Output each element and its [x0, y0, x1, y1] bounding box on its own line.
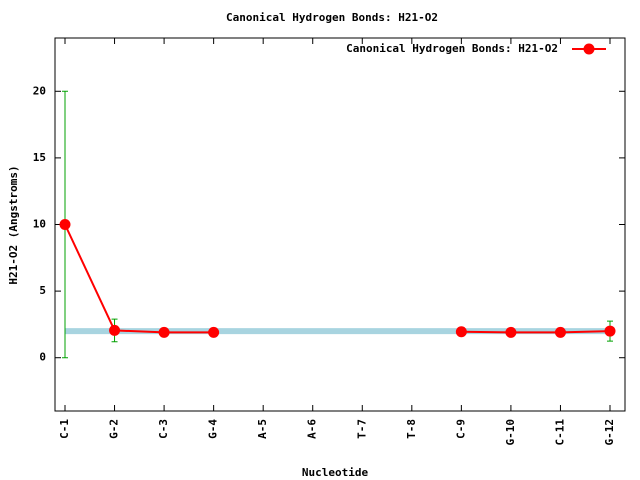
plot-frame — [54, 37, 626, 412]
x-tick-label: A-5 — [256, 419, 269, 439]
y-tick-label: 5 — [39, 284, 46, 297]
y-tick-label: 20 — [33, 84, 46, 97]
data-point — [109, 324, 121, 336]
y-tick-label: 15 — [33, 151, 46, 164]
x-tick-label: G-12 — [603, 419, 616, 446]
x-tick-label: C-1 — [58, 419, 71, 439]
x-tick-label: C-9 — [454, 419, 467, 439]
x-tick-label: A-6 — [306, 419, 319, 439]
y-axis-label: H21-O2 (Angstroms) — [7, 165, 20, 284]
data-point — [604, 325, 616, 337]
x-tick-label: C-3 — [157, 419, 170, 439]
data-point — [505, 326, 517, 338]
x-tick-label: G-2 — [108, 419, 121, 439]
series-line — [64, 224, 214, 334]
legend-label: Canonical Hydrogen Bonds: H21-O2 — [346, 42, 558, 55]
data-point — [208, 326, 220, 338]
data-point — [59, 219, 71, 230]
y-tick-label: 0 — [39, 351, 46, 364]
x-tick-label: G-10 — [504, 419, 517, 446]
x-tick-label: G-4 — [207, 419, 220, 439]
data-point — [554, 326, 566, 338]
y-tick-label: 10 — [33, 218, 46, 231]
legend-marker — [583, 43, 595, 55]
data-point — [455, 326, 467, 338]
x-axis-label: Nucleotide — [302, 466, 369, 479]
chart-title: Canonical Hydrogen Bonds: H21-O2 — [226, 11, 438, 24]
x-tick-label: T-7 — [355, 419, 368, 439]
x-tick-label: T-8 — [405, 419, 418, 439]
data-point — [158, 326, 170, 338]
x-tick-label: C-11 — [553, 419, 566, 446]
series-line — [461, 330, 611, 334]
